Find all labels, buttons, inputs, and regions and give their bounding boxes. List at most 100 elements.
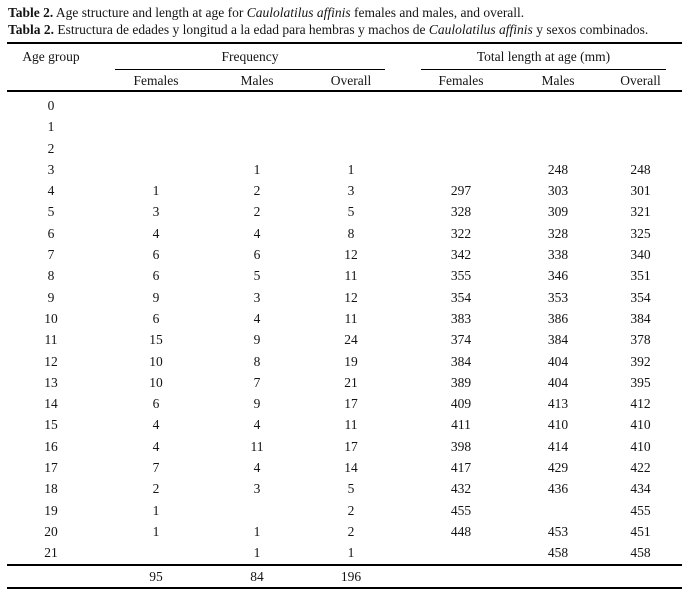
freq-overall-cell: 1 [347,545,355,561]
len-females-cell: 354 [450,289,472,305]
freq-females-cell [95,116,217,137]
freq-males-cell [217,138,297,159]
freq-males-cell: 4 [253,417,261,433]
freq-females-cell: 10 [149,353,163,369]
freq-overall-cell: 1 [347,161,355,177]
freq-males-cell: 3 [253,481,261,497]
freq-overall-cell: 11 [344,417,358,433]
freq-males-cell [217,91,297,116]
len-females-cell: 389 [450,374,472,390]
caption-en-text-end: females and males, and overall. [350,5,525,20]
freq-overall-cell: 5 [347,204,355,220]
age-cell: 7 [47,247,55,263]
caption-es-label: Tabla 2. [8,22,55,37]
freq-overall-cell: 12 [344,247,358,263]
frequency-group-label: Frequency [115,49,385,70]
age-cell: 11 [44,332,58,348]
freq-males-cell: 5 [253,268,261,284]
freq-males-cell: 9 [253,396,261,412]
freq-females-cell: 2 [152,481,160,497]
totals-len-females [405,563,517,589]
len-females-cell: 322 [450,225,472,241]
len-females-header: Females [405,71,517,92]
table-row: 18 2 3 5 432 436 434 [7,478,682,499]
len-females-cell: 342 [450,247,472,263]
len-males-cell: 410 [547,417,569,433]
len-females-cell: 411 [451,417,471,433]
freq-males-cell: 4 [253,225,261,241]
freq-females-cell: 4 [152,225,160,241]
caption-en-text: Age structure and length at age for [53,5,247,20]
freq-females-cell: 1 [152,502,160,518]
len-males-cell: 353 [547,289,569,305]
len-males-cell: 404 [547,374,569,390]
len-males-cell: 414 [547,438,569,454]
age-cell: 21 [44,545,58,561]
len-males-cell: 346 [547,268,569,284]
table-caption: Table 2. Age structure and length at age… [8,4,679,38]
freq-males-cell [217,500,297,521]
table-row: 0 [7,91,682,116]
length-group-header: Total length at age (mm) [405,42,683,71]
age-cell: 4 [47,183,55,199]
table-row: 7 6 6 12 342 338 340 [7,244,682,265]
len-females-cell: 417 [450,460,472,476]
freq-females-header: Females [95,71,217,92]
table-row: 8 6 5 11 355 346 351 [7,265,682,286]
len-females-cell: 355 [450,268,472,284]
len-overall-cell: 422 [630,460,651,476]
freq-overall-cell: 17 [344,396,358,412]
age-cell: 13 [44,374,58,390]
caption-english: Table 2. Age structure and length at age… [8,4,679,21]
totals-age-cell [7,563,95,589]
freq-males-cell: 2 [253,183,261,199]
freq-males-cell: 1 [253,523,261,539]
len-females-cell: 328 [450,204,472,220]
len-males-cell: 384 [547,332,569,348]
freq-overall-cell: 2 [347,502,355,518]
page: { "caption": { "en": { "label": "Table 2… [0,4,689,590]
len-overall-cell: 392 [630,353,651,369]
freq-females-cell: 6 [152,396,160,412]
len-overall-cell: 384 [630,310,651,326]
freq-females-cell [95,542,217,564]
len-overall-cell: 451 [630,523,651,539]
freq-overall-cell: 19 [344,353,358,369]
len-females-cell [405,91,517,116]
freq-overall-cell: 11 [344,310,358,326]
caption-es-species: Caulolatilus affinis [428,22,533,37]
len-females-cell: 432 [450,481,472,497]
table-row: 3 1 1 248 248 [7,159,682,180]
table-row: 4 1 2 3 297 303 301 [7,180,682,201]
freq-females-cell: 3 [152,204,160,220]
len-females-cell: 398 [450,438,472,454]
table-row: 10 6 4 11 383 386 384 [7,308,682,329]
freq-overall-cell [297,116,405,137]
len-males-header: Males [517,71,599,92]
freq-overall-cell [297,91,405,116]
len-overall-cell: 321 [630,204,651,220]
freq-females-cell: 4 [152,417,160,433]
table-row: 1 [7,116,682,137]
caption-es-text: Estructura de edades y longitud a la eda… [54,22,429,37]
len-females-cell: 455 [450,502,472,518]
freq-females-cell [95,91,217,116]
freq-females-cell: 6 [152,310,160,326]
freq-overall-cell: 2 [347,523,355,539]
freq-females-cell: 10 [149,374,163,390]
len-overall-cell [599,91,682,116]
len-overall-cell: 458 [630,545,651,561]
len-males-cell: 436 [547,481,569,497]
freq-males-cell: 11 [250,438,264,454]
header-group-row: Age group Frequency Total length at age … [7,42,683,92]
len-males-cell: 458 [547,545,569,561]
table-row: 16 4 11 17 398 414 410 [7,436,682,457]
len-males-cell: 429 [547,460,569,476]
freq-overall-cell: 12 [344,289,358,305]
table-row: 20 1 1 2 448 453 451 [7,521,682,542]
caption-spanish: Tabla 2. Estructura de edades y longitud… [8,21,679,38]
totals-len-males [517,563,599,589]
len-overall-cell: 410 [630,417,651,433]
table-row: 5 3 2 5 328 309 321 [7,201,682,222]
table-row: 14 6 9 17 409 413 412 [7,393,682,414]
